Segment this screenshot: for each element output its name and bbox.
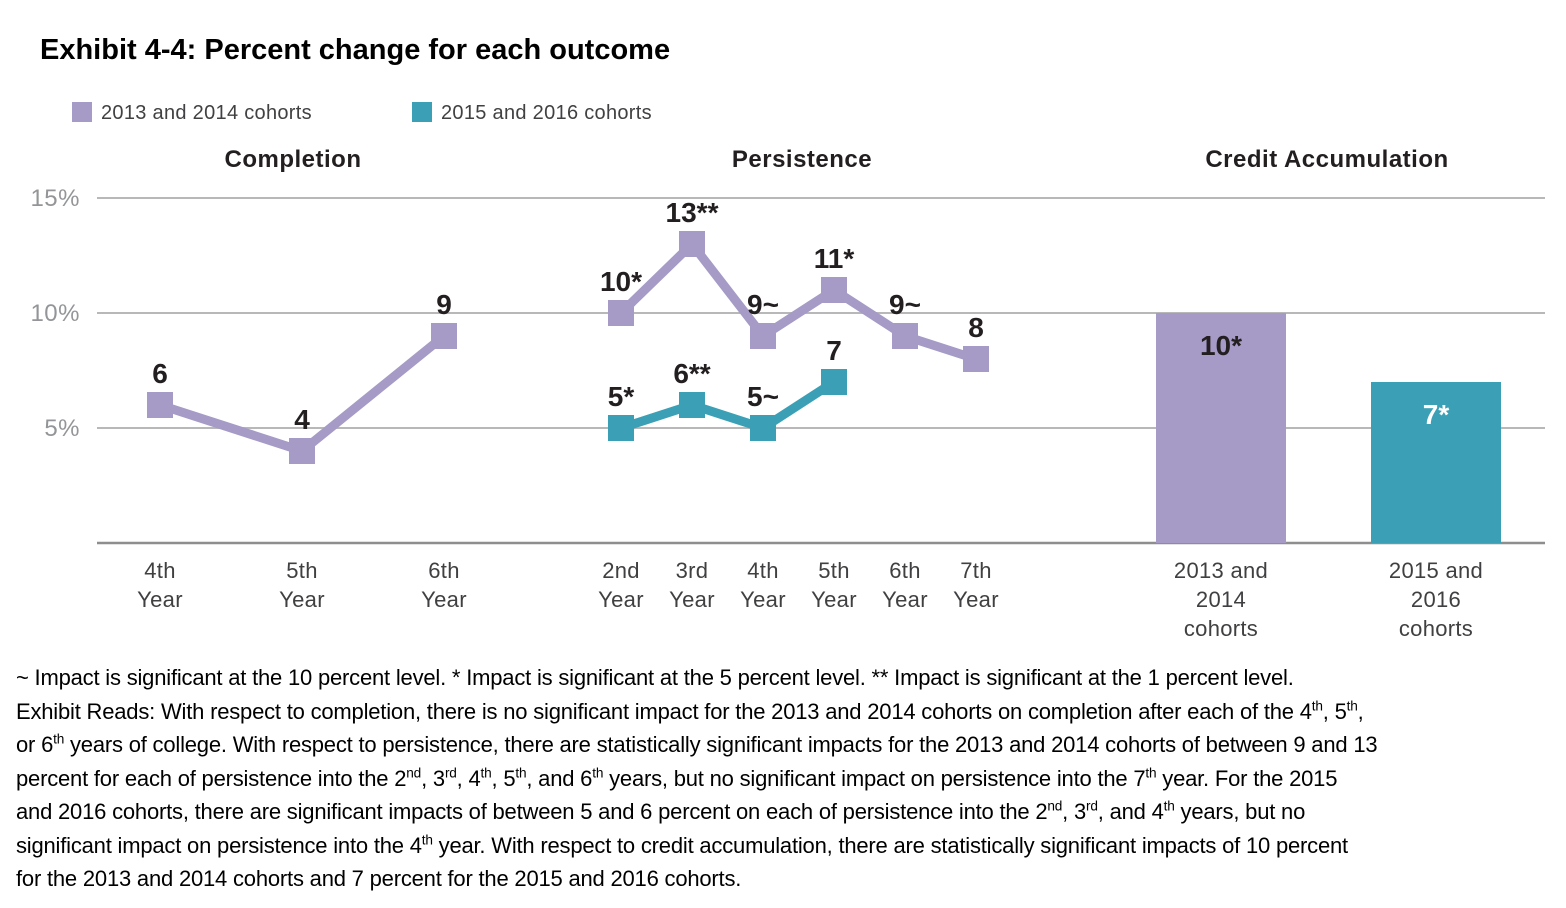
bar-value-label: 7* <box>1423 399 1450 430</box>
data-point-marker <box>963 346 989 372</box>
bar <box>1371 382 1501 543</box>
data-point-marker <box>821 277 847 303</box>
x-axis-label: 2013 and 2014 cohorts <box>1173 558 1269 641</box>
legend-swatch-2015-2016 <box>412 102 432 122</box>
x-axis-label: 3rd Year <box>669 558 715 612</box>
exhibit-title: Exhibit 4-4: Percent change for each out… <box>40 34 671 66</box>
x-axis-label: 4th Year <box>137 558 183 612</box>
bar <box>1156 313 1286 543</box>
legend-swatch-2013-2014 <box>72 102 92 122</box>
data-point-marker <box>679 392 705 418</box>
footnote-line: Exhibit Reads: With respect to completio… <box>16 698 1364 724</box>
legend-label-2015-2016: 2015 and 2016 cohorts <box>441 102 652 124</box>
bar-value-label: 10* <box>1200 330 1242 361</box>
x-axis-label: 5th Year <box>811 558 857 612</box>
data-point-marker <box>608 415 634 441</box>
x-axis-label: 6th Year <box>421 558 467 612</box>
data-point-label: 13** <box>666 197 719 228</box>
x-axis-label: 2015 and 2016 cohorts <box>1388 558 1484 641</box>
data-point-label: 9 <box>436 289 452 320</box>
footnote: ~ Impact is significant at the 10 percen… <box>16 661 1564 896</box>
x-axis-label: 7th Year <box>953 558 999 612</box>
data-point-marker <box>679 231 705 257</box>
section-title-credit-accumulation: Credit Accumulation <box>1205 146 1449 173</box>
data-point-label: 9~ <box>747 289 779 320</box>
footnote-line: significant impact on persistence into t… <box>16 832 1348 858</box>
data-point-label: 10* <box>600 266 642 297</box>
data-point-label: 11* <box>814 243 855 274</box>
data-point-label: 6 <box>152 358 168 389</box>
footnote-line: ~ Impact is significant at the 10 percen… <box>16 665 1294 690</box>
footnote-line: or 6th years of college. With respect to… <box>16 731 1378 757</box>
section-title-persistence: Persistence <box>731 146 873 173</box>
data-point-marker <box>431 323 457 349</box>
series-line <box>617 237 978 364</box>
legend-label-2013-2014: 2013 and 2014 cohorts <box>101 102 312 124</box>
data-point-label: 9~ <box>889 289 921 320</box>
data-point-marker <box>608 300 634 326</box>
footnote-line: percent for each of persistence into the… <box>16 765 1338 791</box>
data-point-marker <box>892 323 918 349</box>
footnote-line: and 2016 cohorts, there are significant … <box>16 798 1306 824</box>
section-title-completion: Completion <box>224 146 362 173</box>
footnote-line: for the 2013 and 2014 cohorts and 7 perc… <box>16 866 742 891</box>
data-point-marker <box>750 415 776 441</box>
x-axis-label: 2nd Year <box>598 558 644 612</box>
y-tick-label: 5% <box>44 415 80 442</box>
data-point-label: 7 <box>826 335 842 366</box>
data-point-label: 4 <box>294 404 310 435</box>
data-point-label: 5~ <box>747 381 779 412</box>
y-tick-label: 10% <box>30 300 80 327</box>
data-point-label: 6** <box>673 358 710 389</box>
y-tick-label: 15% <box>30 185 80 212</box>
data-point-marker <box>147 392 173 418</box>
x-axis-label: 5th Year <box>279 558 325 612</box>
data-point-marker <box>289 438 315 464</box>
x-axis-label: 4th Year <box>740 558 786 612</box>
data-point-marker <box>750 323 776 349</box>
data-point-marker <box>821 369 847 395</box>
x-axis-label: 6th Year <box>882 558 928 612</box>
series-line <box>619 378 837 433</box>
data-point-label: 8 <box>968 312 984 343</box>
data-point-label: 5* <box>608 381 635 412</box>
